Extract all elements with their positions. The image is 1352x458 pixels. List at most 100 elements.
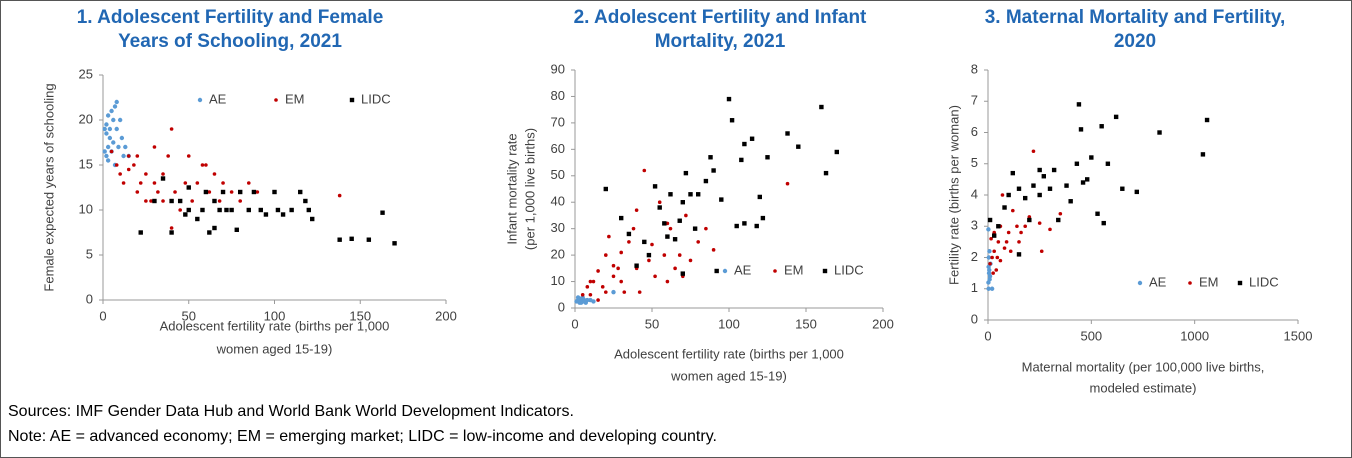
point xyxy=(280,212,286,217)
point xyxy=(673,266,677,271)
point xyxy=(166,154,170,158)
point xyxy=(1051,167,1057,173)
chart-title: 3. Maternal Mortality and Fertility, xyxy=(985,7,1286,28)
point xyxy=(711,168,716,173)
y-tick-label: 90 xyxy=(551,61,565,76)
point xyxy=(1008,249,1013,254)
point xyxy=(987,274,993,279)
point xyxy=(195,216,200,222)
x-axis-label: Adolescent fertility rate (births per 1,… xyxy=(160,318,390,333)
x-axis-label: modeled estimate) xyxy=(1090,380,1197,395)
point xyxy=(1076,102,1082,107)
point xyxy=(1011,208,1015,213)
y-tick-label: 7 xyxy=(971,93,978,108)
point xyxy=(634,208,639,212)
point xyxy=(156,190,160,194)
point xyxy=(275,207,281,213)
point xyxy=(173,190,177,194)
point xyxy=(1120,186,1125,191)
point xyxy=(627,240,631,244)
legend-label: EM xyxy=(1199,274,1219,289)
point xyxy=(677,253,682,257)
point xyxy=(665,279,670,284)
point xyxy=(742,141,747,147)
point xyxy=(996,240,1001,244)
point xyxy=(677,218,682,223)
point xyxy=(234,227,239,232)
point xyxy=(992,230,996,235)
legend-marker xyxy=(349,97,355,103)
point xyxy=(121,181,126,185)
point xyxy=(719,197,724,202)
point xyxy=(229,190,234,194)
point xyxy=(380,210,385,215)
y-tick-label: 3 xyxy=(971,218,978,233)
point xyxy=(696,240,700,244)
x-tick-label: 1500 xyxy=(1284,328,1313,343)
x-axis-label: women aged 15-19) xyxy=(670,368,787,383)
point xyxy=(708,155,713,160)
point xyxy=(994,268,999,272)
point xyxy=(135,190,140,194)
point xyxy=(102,149,107,154)
y-tick-label: 5 xyxy=(86,246,93,261)
point xyxy=(349,236,354,241)
point xyxy=(306,207,311,213)
y-tick-label: 25 xyxy=(79,66,93,81)
point xyxy=(987,217,993,223)
point xyxy=(995,255,1000,260)
point xyxy=(138,181,143,185)
point xyxy=(1037,167,1042,173)
x-axis-label: Adolescent fertility rate (births per 1,… xyxy=(614,346,844,361)
point xyxy=(588,279,593,284)
point xyxy=(1056,217,1061,223)
point xyxy=(1027,217,1032,223)
y-tick-label: 15 xyxy=(79,156,93,171)
point xyxy=(991,271,995,275)
point xyxy=(1023,195,1028,201)
point xyxy=(1017,240,1021,244)
chart-title: 1. Adolescent Fertility and Female xyxy=(77,7,384,28)
point xyxy=(190,199,194,203)
point xyxy=(688,192,693,197)
point xyxy=(195,181,200,185)
point xyxy=(580,295,585,300)
point xyxy=(611,289,616,295)
point xyxy=(366,237,372,242)
point xyxy=(310,216,315,222)
x-tick-label: 100 xyxy=(718,316,740,331)
legend-label: AE xyxy=(1149,274,1167,289)
point xyxy=(626,231,632,237)
point xyxy=(642,168,647,173)
point xyxy=(662,253,667,257)
point xyxy=(634,263,639,268)
point xyxy=(104,153,109,159)
point xyxy=(392,241,397,246)
point xyxy=(672,237,678,242)
point xyxy=(653,274,657,279)
y-axis-label: Female expected years of schooling xyxy=(41,83,56,291)
point xyxy=(600,285,605,289)
point xyxy=(987,249,992,254)
point xyxy=(785,131,790,136)
point xyxy=(144,172,148,176)
point xyxy=(1101,220,1106,226)
point xyxy=(135,154,140,158)
point xyxy=(123,144,128,150)
point xyxy=(1037,221,1042,225)
point xyxy=(657,205,662,210)
legend-label: AE xyxy=(734,262,752,277)
point xyxy=(118,172,122,176)
point xyxy=(989,236,993,241)
y-tick-label: 5 xyxy=(971,155,978,170)
x-tick-label: 0 xyxy=(984,328,991,343)
point xyxy=(992,233,997,238)
point xyxy=(1031,149,1036,154)
point xyxy=(1002,205,1007,210)
point xyxy=(987,267,992,273)
x-tick-label: 150 xyxy=(795,316,817,331)
point xyxy=(126,167,131,172)
point xyxy=(611,274,616,279)
y-tick-label: 0 xyxy=(86,291,93,306)
point xyxy=(680,200,685,205)
